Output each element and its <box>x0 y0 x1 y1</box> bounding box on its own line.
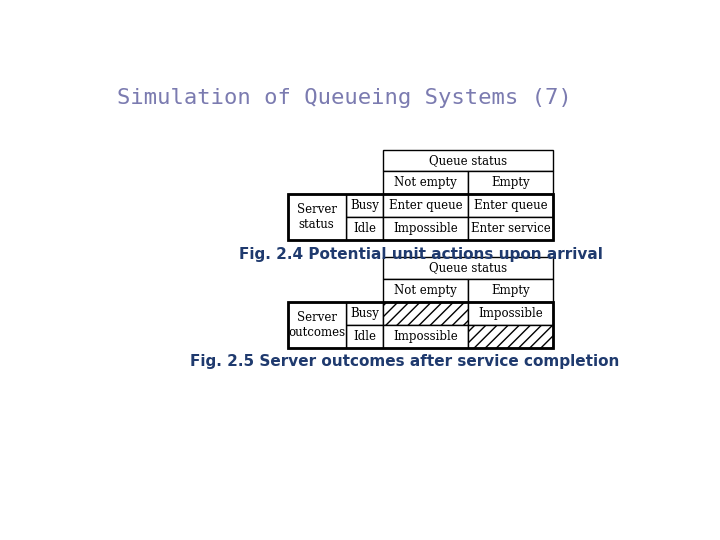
Text: Impossible: Impossible <box>479 307 543 320</box>
Bar <box>383 257 554 279</box>
Bar <box>468 302 554 325</box>
Bar <box>383 150 554 171</box>
Text: Queue status: Queue status <box>429 154 508 167</box>
Bar <box>468 194 554 217</box>
Text: Enter service: Enter service <box>471 222 551 235</box>
Text: Enter queue: Enter queue <box>474 199 548 212</box>
Bar <box>468 171 554 194</box>
Text: Busy: Busy <box>350 199 379 212</box>
Text: Empty: Empty <box>492 176 530 189</box>
Bar <box>346 302 383 325</box>
Bar <box>287 194 554 240</box>
Bar <box>346 325 383 348</box>
Text: Fig. 2.5 Server outcomes after service completion: Fig. 2.5 Server outcomes after service c… <box>190 354 620 369</box>
Bar <box>287 194 346 240</box>
Text: Fig. 2.4 Potential unit actions upon arrival: Fig. 2.4 Potential unit actions upon arr… <box>238 247 603 261</box>
Bar <box>383 217 468 240</box>
Text: Idle: Idle <box>353 330 376 343</box>
Bar <box>346 217 383 240</box>
Bar <box>287 302 346 348</box>
Text: Server
outcomes: Server outcomes <box>288 311 346 339</box>
Bar <box>383 302 468 325</box>
Text: Enter queue: Enter queue <box>389 199 462 212</box>
Text: Impossible: Impossible <box>393 330 458 343</box>
Text: Empty: Empty <box>492 284 530 297</box>
Text: Not empty: Not empty <box>395 284 457 297</box>
Text: Queue status: Queue status <box>429 261 508 274</box>
Text: Impossible: Impossible <box>393 222 458 235</box>
Text: Simulation of Queueing Systems (7): Simulation of Queueing Systems (7) <box>117 88 572 108</box>
Bar <box>468 279 554 302</box>
Bar <box>468 325 554 348</box>
Bar <box>383 279 468 302</box>
Bar <box>383 325 468 348</box>
Text: Server
status: Server status <box>297 203 337 231</box>
Text: Not empty: Not empty <box>395 176 457 189</box>
Bar <box>383 171 468 194</box>
Bar <box>383 194 468 217</box>
Text: Busy: Busy <box>350 307 379 320</box>
Bar <box>287 302 554 348</box>
Text: Idle: Idle <box>353 222 376 235</box>
Bar <box>346 194 383 217</box>
Bar <box>468 217 554 240</box>
